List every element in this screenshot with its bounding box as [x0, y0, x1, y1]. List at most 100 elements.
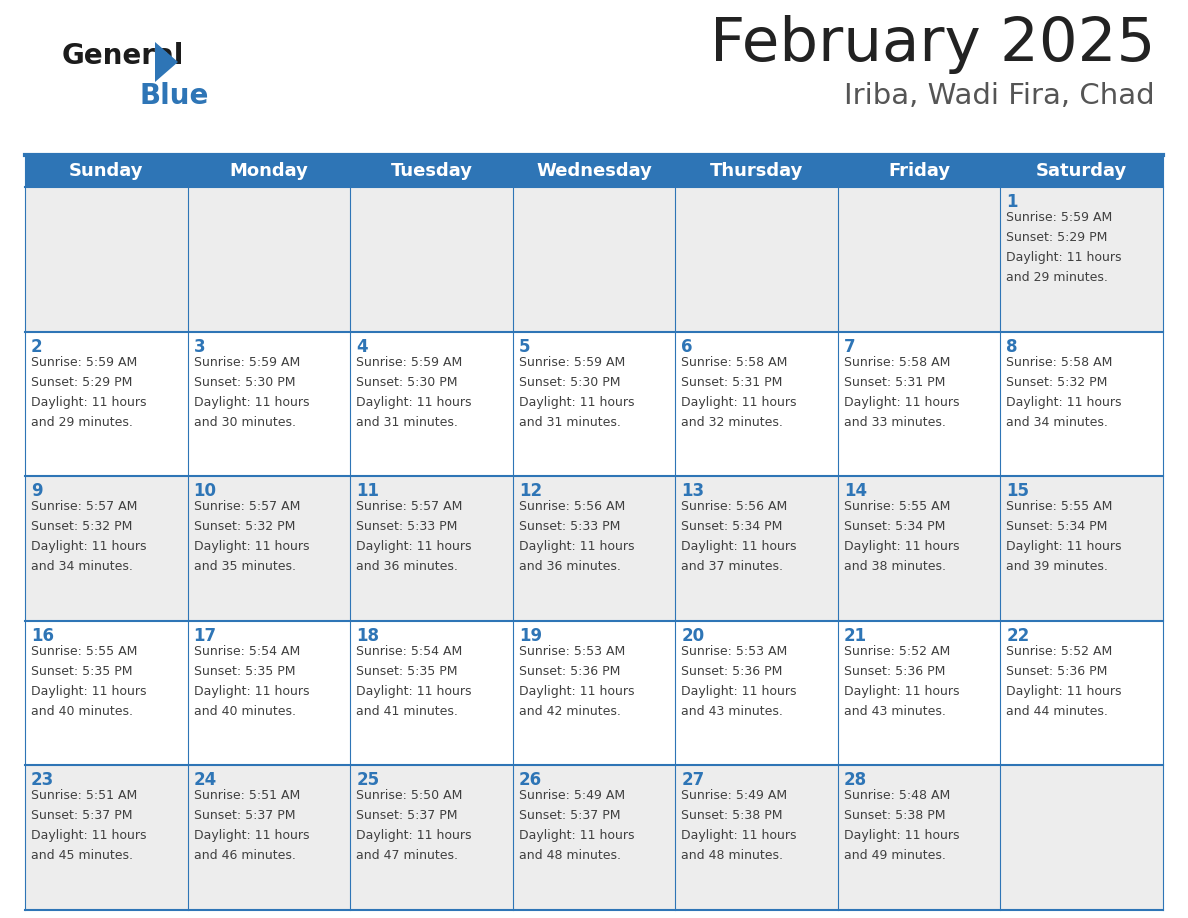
- Bar: [188, 331, 350, 476]
- Text: Sunrise: 5:59 AM: Sunrise: 5:59 AM: [194, 355, 299, 369]
- Text: Sunset: 5:33 PM: Sunset: 5:33 PM: [356, 521, 457, 533]
- Text: Daylight: 11 hours: Daylight: 11 hours: [519, 396, 634, 409]
- Text: and 35 minutes.: and 35 minutes.: [194, 560, 296, 573]
- Bar: [675, 621, 838, 766]
- Bar: [188, 476, 350, 621]
- Text: and 41 minutes.: and 41 minutes.: [356, 705, 459, 718]
- Text: Daylight: 11 hours: Daylight: 11 hours: [194, 829, 309, 843]
- Bar: [675, 331, 838, 476]
- Text: and 40 minutes.: and 40 minutes.: [31, 705, 133, 718]
- Bar: [1000, 331, 1163, 476]
- Text: Sunrise: 5:56 AM: Sunrise: 5:56 AM: [519, 500, 625, 513]
- Text: Sunrise: 5:59 AM: Sunrise: 5:59 AM: [356, 355, 462, 369]
- Text: Blue: Blue: [140, 82, 209, 110]
- Text: 25: 25: [356, 771, 379, 789]
- Bar: [513, 187, 675, 331]
- Text: 15: 15: [1006, 482, 1030, 500]
- Text: Sunset: 5:35 PM: Sunset: 5:35 PM: [356, 665, 457, 677]
- Text: 17: 17: [194, 627, 216, 644]
- Bar: [350, 766, 513, 910]
- Text: and 40 minutes.: and 40 minutes.: [194, 705, 296, 718]
- Text: Sunrise: 5:53 AM: Sunrise: 5:53 AM: [519, 644, 625, 658]
- Text: Daylight: 11 hours: Daylight: 11 hours: [31, 396, 146, 409]
- Text: Sunrise: 5:57 AM: Sunrise: 5:57 AM: [31, 500, 138, 513]
- Text: and 29 minutes.: and 29 minutes.: [31, 416, 133, 429]
- Text: Sunrise: 5:58 AM: Sunrise: 5:58 AM: [1006, 355, 1113, 369]
- Text: Sunday: Sunday: [69, 162, 144, 180]
- Text: and 38 minutes.: and 38 minutes.: [843, 560, 946, 573]
- Bar: [25, 155, 1163, 187]
- Text: and 31 minutes.: and 31 minutes.: [519, 416, 620, 429]
- Text: Daylight: 11 hours: Daylight: 11 hours: [519, 685, 634, 698]
- Text: Sunrise: 5:59 AM: Sunrise: 5:59 AM: [1006, 211, 1113, 224]
- Text: and 49 minutes.: and 49 minutes.: [843, 849, 946, 862]
- Bar: [25, 187, 188, 331]
- Text: Daylight: 11 hours: Daylight: 11 hours: [194, 540, 309, 554]
- Polygon shape: [154, 42, 178, 82]
- Bar: [675, 766, 838, 910]
- Text: and 34 minutes.: and 34 minutes.: [1006, 416, 1108, 429]
- Text: 28: 28: [843, 771, 867, 789]
- Text: Daylight: 11 hours: Daylight: 11 hours: [519, 829, 634, 843]
- Text: Sunset: 5:32 PM: Sunset: 5:32 PM: [1006, 375, 1107, 388]
- Text: Sunset: 5:29 PM: Sunset: 5:29 PM: [1006, 231, 1107, 244]
- Text: Daylight: 11 hours: Daylight: 11 hours: [843, 540, 960, 554]
- Text: Daylight: 11 hours: Daylight: 11 hours: [843, 829, 960, 843]
- Text: 13: 13: [681, 482, 704, 500]
- Text: Tuesday: Tuesday: [391, 162, 473, 180]
- Bar: [188, 187, 350, 331]
- Text: Daylight: 11 hours: Daylight: 11 hours: [681, 396, 797, 409]
- Text: 26: 26: [519, 771, 542, 789]
- Text: 19: 19: [519, 627, 542, 644]
- Text: 4: 4: [356, 338, 368, 355]
- Text: Daylight: 11 hours: Daylight: 11 hours: [1006, 396, 1121, 409]
- Text: Sunrise: 5:57 AM: Sunrise: 5:57 AM: [356, 500, 462, 513]
- Text: Sunrise: 5:58 AM: Sunrise: 5:58 AM: [843, 355, 950, 369]
- Text: Monday: Monday: [229, 162, 309, 180]
- Text: 22: 22: [1006, 627, 1030, 644]
- Text: Sunset: 5:35 PM: Sunset: 5:35 PM: [31, 665, 133, 677]
- Bar: [838, 187, 1000, 331]
- Text: Sunset: 5:30 PM: Sunset: 5:30 PM: [519, 375, 620, 388]
- Text: Sunset: 5:32 PM: Sunset: 5:32 PM: [31, 521, 132, 533]
- Text: 11: 11: [356, 482, 379, 500]
- Text: Daylight: 11 hours: Daylight: 11 hours: [194, 685, 309, 698]
- Text: 27: 27: [681, 771, 704, 789]
- Text: 12: 12: [519, 482, 542, 500]
- Text: 1: 1: [1006, 193, 1018, 211]
- Bar: [1000, 187, 1163, 331]
- Text: Daylight: 11 hours: Daylight: 11 hours: [843, 396, 960, 409]
- Text: 3: 3: [194, 338, 206, 355]
- Text: Daylight: 11 hours: Daylight: 11 hours: [31, 540, 146, 554]
- Bar: [350, 187, 513, 331]
- Text: Daylight: 11 hours: Daylight: 11 hours: [681, 685, 797, 698]
- Bar: [838, 621, 1000, 766]
- Text: Sunset: 5:33 PM: Sunset: 5:33 PM: [519, 521, 620, 533]
- Text: and 37 minutes.: and 37 minutes.: [681, 560, 783, 573]
- Text: Sunrise: 5:58 AM: Sunrise: 5:58 AM: [681, 355, 788, 369]
- Text: Sunrise: 5:52 AM: Sunrise: 5:52 AM: [843, 644, 950, 658]
- Text: Thursday: Thursday: [710, 162, 803, 180]
- Text: Daylight: 11 hours: Daylight: 11 hours: [356, 540, 472, 554]
- Bar: [513, 766, 675, 910]
- Text: Daylight: 11 hours: Daylight: 11 hours: [519, 540, 634, 554]
- Text: Sunrise: 5:51 AM: Sunrise: 5:51 AM: [31, 789, 138, 802]
- Text: Daylight: 11 hours: Daylight: 11 hours: [681, 829, 797, 843]
- Text: and 43 minutes.: and 43 minutes.: [681, 705, 783, 718]
- Text: and 36 minutes.: and 36 minutes.: [519, 560, 620, 573]
- Text: Sunset: 5:34 PM: Sunset: 5:34 PM: [1006, 521, 1107, 533]
- Text: 23: 23: [31, 771, 55, 789]
- Text: and 31 minutes.: and 31 minutes.: [356, 416, 459, 429]
- Text: and 48 minutes.: and 48 minutes.: [519, 849, 620, 862]
- Text: Sunrise: 5:49 AM: Sunrise: 5:49 AM: [519, 789, 625, 802]
- Bar: [1000, 621, 1163, 766]
- Bar: [188, 621, 350, 766]
- Text: Sunset: 5:34 PM: Sunset: 5:34 PM: [681, 521, 783, 533]
- Text: Sunset: 5:31 PM: Sunset: 5:31 PM: [843, 375, 946, 388]
- Text: Sunset: 5:30 PM: Sunset: 5:30 PM: [356, 375, 457, 388]
- Text: and 42 minutes.: and 42 minutes.: [519, 705, 620, 718]
- Text: Daylight: 11 hours: Daylight: 11 hours: [1006, 540, 1121, 554]
- Text: 6: 6: [681, 338, 693, 355]
- Text: Sunrise: 5:52 AM: Sunrise: 5:52 AM: [1006, 644, 1113, 658]
- Text: and 46 minutes.: and 46 minutes.: [194, 849, 296, 862]
